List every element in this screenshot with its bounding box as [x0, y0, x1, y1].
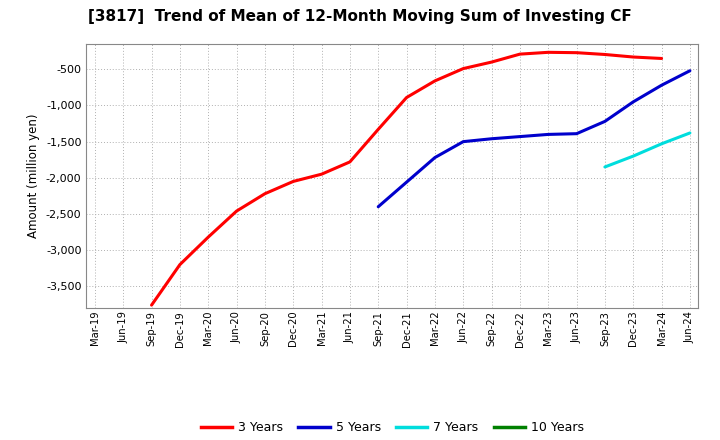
- Text: [3817]  Trend of Mean of 12-Month Moving Sum of Investing CF: [3817] Trend of Mean of 12-Month Moving …: [88, 9, 632, 24]
- Legend: 3 Years, 5 Years, 7 Years, 10 Years: 3 Years, 5 Years, 7 Years, 10 Years: [196, 416, 589, 439]
- Y-axis label: Amount (million yen): Amount (million yen): [27, 114, 40, 238]
